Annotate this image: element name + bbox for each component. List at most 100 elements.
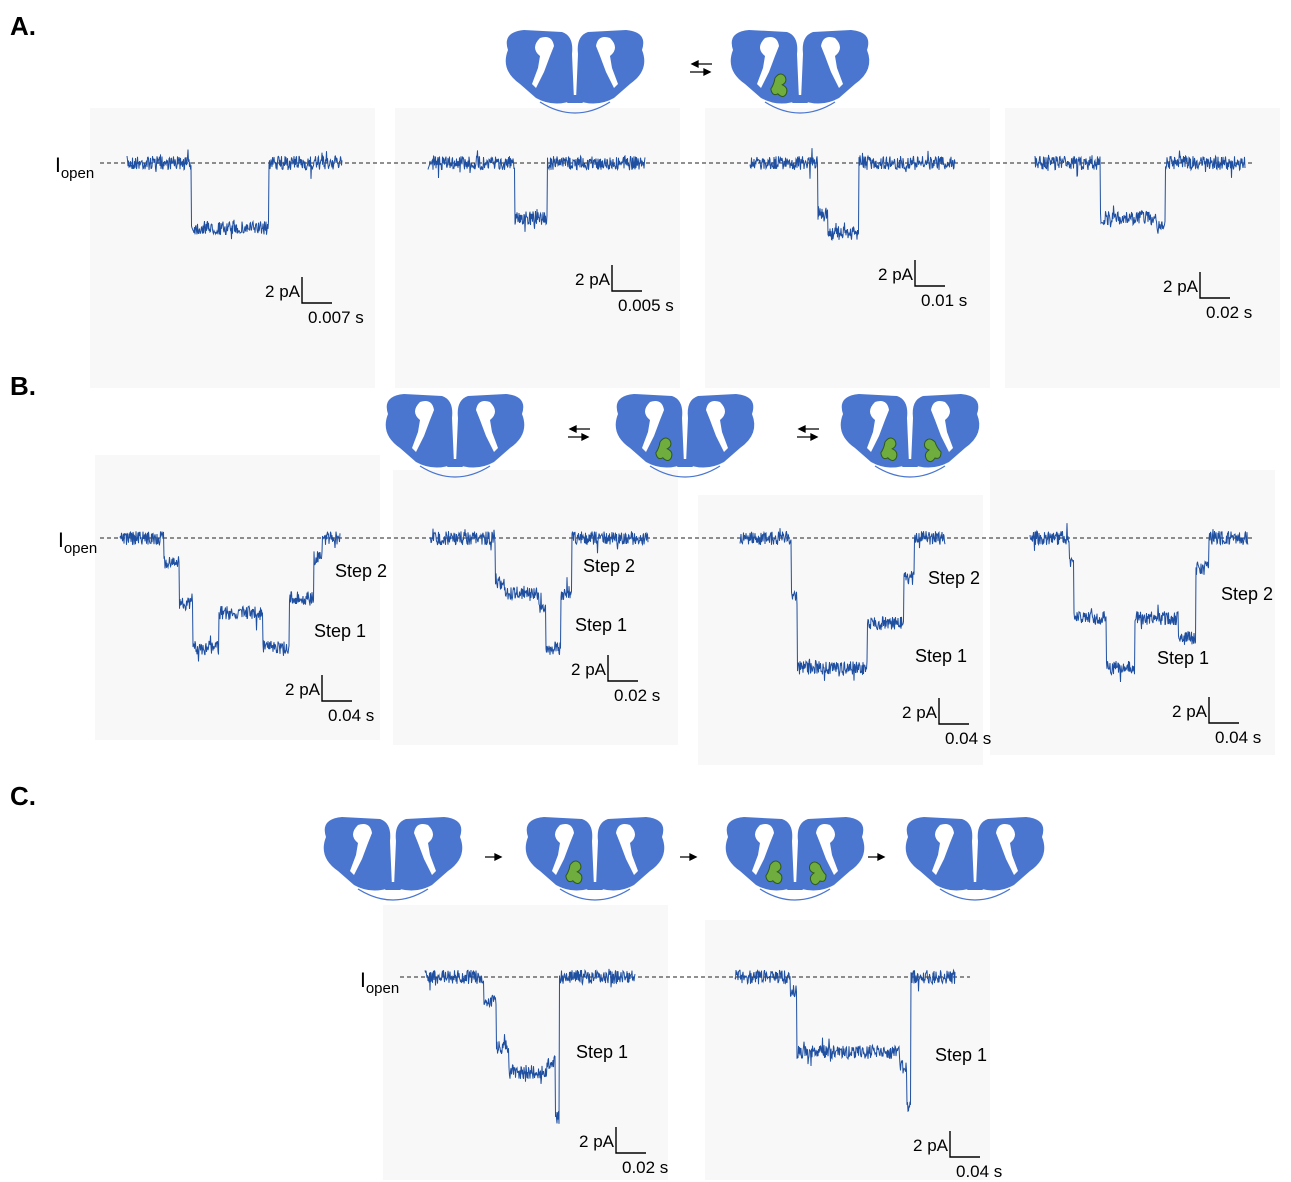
- step-label: Step 1: [575, 615, 627, 635]
- open-label: Iopen: [55, 154, 94, 182]
- scale-current: 2 pA: [579, 1132, 615, 1151]
- equilibrium-arrow: [690, 59, 712, 77]
- channel: [525, 816, 665, 901]
- scale-current: 2 pA: [571, 660, 607, 679]
- channel-cartoon: [730, 29, 870, 114]
- scale-time: 0.04 s: [956, 1162, 1002, 1181]
- scale-bar: [321, 675, 352, 702]
- scale-bar: [938, 698, 969, 725]
- trace-background: [1005, 108, 1280, 388]
- trace-background: [95, 455, 380, 740]
- equilibrium-arrow: [568, 424, 590, 442]
- trace-background: [705, 920, 990, 1180]
- channel-cartoon: [323, 816, 463, 901]
- equilibrium-arrow: [485, 852, 503, 862]
- scale-current: 2 pA: [878, 265, 914, 284]
- trace-background: [393, 470, 678, 745]
- open-label-main: I: [360, 969, 366, 992]
- step-label: Step 1: [935, 1045, 987, 1065]
- scale-time: 0.01 s: [921, 291, 967, 310]
- scale-time: 0.02 s: [1206, 303, 1252, 322]
- arrow: [690, 67, 712, 77]
- open-label: Iopen: [58, 529, 97, 557]
- scale-current: 2 pA: [575, 270, 611, 289]
- channel-cartoon: [525, 816, 665, 901]
- current-trace: [427, 150, 646, 232]
- current-trace: [424, 968, 636, 1124]
- scale-bar: [949, 1131, 980, 1158]
- channel-cartoon: [505, 29, 645, 114]
- open-label-sub: open: [366, 980, 399, 997]
- channel: [840, 393, 980, 478]
- channel: [323, 816, 463, 901]
- scale-time: 0.04 s: [945, 729, 991, 748]
- channel: [905, 816, 1045, 901]
- equilibrium-arrow: [680, 852, 698, 862]
- current-trace: [429, 528, 649, 656]
- scale-current: 2 pA: [1163, 277, 1199, 296]
- channel-cartoon: [615, 393, 755, 478]
- current-trace: [1034, 150, 1246, 234]
- arrow: [680, 852, 698, 862]
- step-label: Step 2: [1221, 584, 1273, 604]
- open-label-sub: open: [61, 165, 94, 182]
- trace-background: [90, 108, 375, 388]
- channel: [730, 29, 870, 114]
- channel: [615, 393, 755, 478]
- scale-bar: [615, 1127, 646, 1154]
- arrow: [485, 852, 503, 862]
- arrow: [568, 424, 590, 434]
- scale-current: 2 pA: [285, 680, 321, 699]
- scale-bar: [1208, 697, 1239, 724]
- scale-time: 0.007 s: [308, 308, 364, 327]
- open-label-main: I: [55, 154, 61, 177]
- scale-bar: [301, 277, 332, 304]
- channel: [385, 393, 525, 478]
- current-trace: [739, 528, 946, 681]
- step-label: Step 1: [1157, 648, 1209, 668]
- channel-cartoon: [840, 393, 980, 478]
- scale-current: 2 pA: [913, 1136, 949, 1155]
- equilibrium-arrow: [797, 424, 819, 442]
- channel-cartoon: [905, 816, 1045, 901]
- arrow: [797, 424, 819, 434]
- scale-bar: [607, 655, 638, 682]
- scale-time: 0.02 s: [614, 686, 660, 705]
- channel-cartoon: [385, 393, 525, 478]
- arrow: [868, 852, 886, 862]
- arrow: [568, 432, 590, 442]
- scale-time: 0.02 s: [622, 1158, 668, 1177]
- scale-bar: [1199, 272, 1230, 299]
- current-trace: [734, 968, 956, 1112]
- current-trace: [119, 530, 341, 662]
- step-label: Step 1: [915, 646, 967, 666]
- trace-background: [705, 108, 990, 388]
- current-trace: [126, 149, 343, 240]
- scale-time: 0.04 s: [328, 706, 374, 725]
- scale-time: 0.005 s: [618, 296, 674, 315]
- scale-time: 0.04 s: [1215, 728, 1261, 747]
- open-label: Iopen: [360, 969, 399, 997]
- open-label-sub: open: [64, 540, 97, 557]
- channel-cartoon: [725, 816, 865, 901]
- scale-current: 2 pA: [1172, 702, 1208, 721]
- scale-bar: [914, 260, 945, 287]
- step-label: Step 2: [583, 556, 635, 576]
- step-label: Step 2: [928, 568, 980, 588]
- scale-current: 2 pA: [265, 282, 301, 301]
- step-label: Step 1: [314, 621, 366, 641]
- equilibrium-arrow: [868, 852, 886, 862]
- open-label-main: I: [58, 529, 64, 552]
- trace-background: [383, 905, 668, 1180]
- arrow: [797, 432, 819, 442]
- panel-label: C.: [10, 781, 36, 811]
- arrow: [690, 59, 712, 69]
- channel: [725, 816, 865, 901]
- panel-label: A.: [10, 11, 36, 41]
- current-trace: [749, 148, 956, 241]
- channel: [505, 29, 645, 114]
- trace-background: [990, 470, 1275, 755]
- trace-background: [395, 108, 680, 388]
- scale-bar: [611, 265, 642, 292]
